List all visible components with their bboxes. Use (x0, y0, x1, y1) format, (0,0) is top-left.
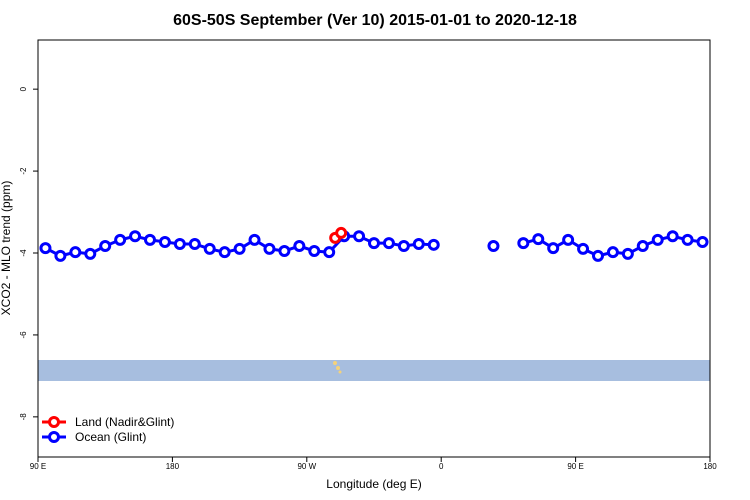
data-point (577, 242, 590, 255)
data-point (427, 238, 440, 251)
data-point (517, 237, 530, 250)
legend-label: Land (Nadir&Glint) (75, 415, 174, 429)
data-point (487, 240, 500, 253)
data-point (606, 246, 619, 259)
data-point (39, 242, 52, 255)
land-speck (333, 361, 337, 365)
data-point (353, 230, 366, 243)
x-axis-label: Longitude (deg E) (326, 477, 421, 491)
data-point (173, 237, 186, 250)
data-point (412, 237, 425, 250)
data-point (203, 242, 216, 255)
land-speck (338, 370, 342, 374)
plot-frame (37, 39, 711, 458)
data-point (696, 235, 709, 248)
data-point (368, 237, 380, 250)
data-point (158, 235, 171, 248)
data-point (84, 247, 97, 260)
data-point (114, 233, 127, 246)
x-tick-label: 90 E (567, 462, 583, 471)
data-point (382, 237, 395, 250)
data-point (144, 233, 156, 246)
legend-marker (48, 431, 60, 443)
data-point (323, 246, 336, 259)
data-point (293, 240, 306, 253)
data-point (636, 240, 649, 253)
data-point (218, 246, 231, 259)
x-tick-label: 90 E (30, 462, 46, 471)
y-tick-label: -2 (19, 167, 28, 175)
x-tick-label: 180 (166, 462, 180, 471)
data-point (621, 247, 634, 260)
data-point (308, 244, 321, 257)
data-point (397, 240, 410, 253)
y-tick-label: -8 (19, 413, 28, 421)
data-point (651, 233, 664, 246)
land-speck (336, 366, 340, 370)
y-tick-label: -4 (19, 249, 28, 257)
data-point (532, 233, 545, 246)
data-point (666, 230, 679, 243)
data-point (188, 237, 201, 250)
y-tick-label: -6 (19, 331, 28, 339)
data-point (547, 242, 560, 255)
legend-marker (48, 416, 60, 428)
y-tick-label: 0 (19, 86, 28, 91)
data-point (592, 249, 604, 262)
data-point (248, 233, 261, 246)
legend-label: Ocean (Glint) (75, 430, 146, 444)
data-point (278, 244, 291, 257)
x-tick-label: 90 W (297, 462, 316, 471)
data-point (263, 242, 276, 255)
y-axis-label: XCO2 - MLO trend (ppm) (0, 181, 13, 316)
x-tick-label: 180 (703, 462, 717, 471)
data-point (99, 240, 112, 253)
x-tick-label: 0 (439, 462, 444, 471)
data-point (54, 249, 67, 262)
data-point (562, 233, 575, 246)
data-point (233, 242, 246, 255)
map-band (38, 360, 710, 381)
chart-title: 60S-50S September (Ver 10) 2015-01-01 to… (173, 12, 577, 29)
data-point (681, 233, 694, 246)
data-point (335, 226, 348, 239)
data-point (69, 246, 82, 259)
data-point (129, 230, 142, 243)
